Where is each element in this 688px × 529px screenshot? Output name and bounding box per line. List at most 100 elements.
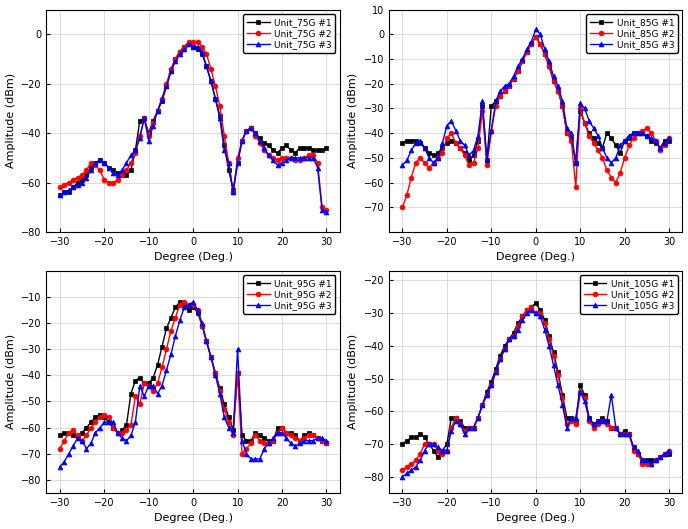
Unit_95G #2 <box>220 406 228 413</box>
Legend: Unit_95G #1, Unit_95G #2, Unit_95G #3: Unit_95G #1, Unit_95G #2, Unit_95G #3 <box>244 275 335 314</box>
Unit_85G #2 <box>665 135 674 141</box>
Unit_75G #2 <box>291 157 299 163</box>
Unit_105G #1 <box>451 415 460 421</box>
Y-axis label: Amplitude (dBm): Amplitude (dBm) <box>348 73 358 168</box>
Unit_85G #3 <box>492 98 500 104</box>
Unit_105G #2 <box>634 451 642 457</box>
Unit_85G #3 <box>398 162 407 168</box>
Unit_85G #1 <box>572 160 580 166</box>
Unit_95G #2 <box>238 451 246 457</box>
Line: Unit_85G #3: Unit_85G #3 <box>400 27 671 168</box>
Unit_75G #3 <box>220 147 228 153</box>
Unit_75G #2 <box>118 172 126 178</box>
Unit_95G #1 <box>149 375 158 381</box>
Unit_85G #1 <box>532 33 540 40</box>
Unit_105G #1 <box>460 424 469 431</box>
Unit_105G #1 <box>665 451 674 457</box>
Unit_95G #2 <box>56 445 64 452</box>
Unit_105G #1 <box>532 300 540 306</box>
Unit_75G #2 <box>184 39 193 45</box>
Unit_85G #1 <box>665 138 674 144</box>
Unit_75G #1 <box>184 41 193 47</box>
Unit_105G #1 <box>563 415 571 421</box>
Unit_105G #2 <box>545 336 553 342</box>
Unit_95G #1 <box>109 424 117 431</box>
Unit_105G #1 <box>545 333 553 339</box>
Unit_105G #3 <box>665 448 674 454</box>
Line: Unit_75G #1: Unit_75G #1 <box>57 42 329 197</box>
X-axis label: Degree (Deg.): Degree (Deg.) <box>153 252 233 262</box>
X-axis label: Degree (Deg.): Degree (Deg.) <box>153 514 233 523</box>
Unit_85G #2 <box>398 204 407 211</box>
Y-axis label: Amplitude (dBm): Amplitude (dBm) <box>6 334 16 430</box>
Unit_105G #3 <box>451 418 460 424</box>
Line: Unit_85G #2: Unit_85G #2 <box>400 34 671 209</box>
Unit_85G #2 <box>563 130 571 136</box>
Unit_95G #3 <box>202 338 211 344</box>
Unit_75G #1 <box>220 142 228 149</box>
Line: Unit_85G #1: Unit_85G #1 <box>400 34 671 165</box>
Unit_105G #3 <box>634 448 642 454</box>
Line: Unit_75G #2: Unit_75G #2 <box>57 39 329 212</box>
Unit_105G #2 <box>527 304 535 310</box>
Unit_75G #3 <box>149 123 158 129</box>
X-axis label: Degree (Deg.): Degree (Deg.) <box>496 514 575 523</box>
Unit_105G #2 <box>563 421 571 427</box>
Unit_85G #1 <box>638 130 647 136</box>
Unit_105G #1 <box>638 457 647 463</box>
Unit_95G #2 <box>149 388 158 394</box>
Unit_95G #1 <box>291 432 299 439</box>
Unit_75G #1 <box>202 63 211 69</box>
Unit_105G #2 <box>665 448 674 454</box>
Unit_85G #3 <box>451 127 460 134</box>
Y-axis label: Amplitude (dBm): Amplitude (dBm) <box>348 334 358 430</box>
Unit_75G #2 <box>323 206 331 213</box>
Unit_85G #3 <box>460 142 469 149</box>
Unit_95G #2 <box>202 338 211 344</box>
Unit_95G #2 <box>323 440 331 446</box>
Unit_75G #1 <box>109 167 117 174</box>
Unit_85G #1 <box>563 130 571 136</box>
Unit_75G #1 <box>291 150 299 156</box>
Unit_95G #1 <box>118 427 126 433</box>
Unit_95G #2 <box>180 299 189 305</box>
Unit_105G #2 <box>398 467 407 473</box>
Unit_85G #2 <box>492 103 500 109</box>
Unit_85G #3 <box>545 58 553 65</box>
Unit_75G #2 <box>149 120 158 126</box>
Unit_85G #2 <box>634 130 642 136</box>
Unit_95G #3 <box>189 299 197 305</box>
Unit_105G #1 <box>634 451 642 457</box>
Unit_75G #3 <box>291 154 299 161</box>
Line: Unit_95G #2: Unit_95G #2 <box>57 299 329 456</box>
Unit_105G #3 <box>545 343 553 349</box>
Line: Unit_105G #1: Unit_105G #1 <box>400 301 671 463</box>
Unit_105G #3 <box>492 369 500 375</box>
Unit_95G #2 <box>109 424 117 431</box>
Unit_75G #2 <box>109 179 117 186</box>
Unit_105G #1 <box>398 441 407 447</box>
Unit_95G #3 <box>56 464 64 470</box>
Unit_85G #3 <box>563 125 571 131</box>
Unit_95G #3 <box>118 435 126 441</box>
Unit_95G #1 <box>202 338 211 344</box>
Y-axis label: Amplitude (dBm): Amplitude (dBm) <box>6 73 16 168</box>
Unit_85G #2 <box>532 33 540 40</box>
Line: Unit_75G #3: Unit_75G #3 <box>57 42 329 215</box>
Unit_75G #1 <box>323 145 331 151</box>
Unit_95G #1 <box>56 432 64 439</box>
Legend: Unit_85G #1, Unit_85G #2, Unit_85G #3: Unit_85G #1, Unit_85G #2, Unit_85G #3 <box>586 14 678 53</box>
Unit_95G #3 <box>323 437 331 444</box>
Unit_75G #3 <box>323 209 331 215</box>
Unit_95G #3 <box>109 419 117 425</box>
Unit_95G #2 <box>296 437 304 444</box>
Unit_85G #1 <box>545 63 553 69</box>
Legend: Unit_75G #1, Unit_75G #2, Unit_75G #3: Unit_75G #1, Unit_75G #2, Unit_75G #3 <box>244 14 335 53</box>
Line: Unit_95G #3: Unit_95G #3 <box>57 299 329 469</box>
Unit_95G #3 <box>291 443 299 449</box>
Unit_95G #1 <box>175 299 184 305</box>
Unit_105G #3 <box>398 473 407 480</box>
Unit_105G #3 <box>563 424 571 431</box>
Unit_75G #2 <box>56 184 64 190</box>
Unit_85G #3 <box>665 135 674 141</box>
